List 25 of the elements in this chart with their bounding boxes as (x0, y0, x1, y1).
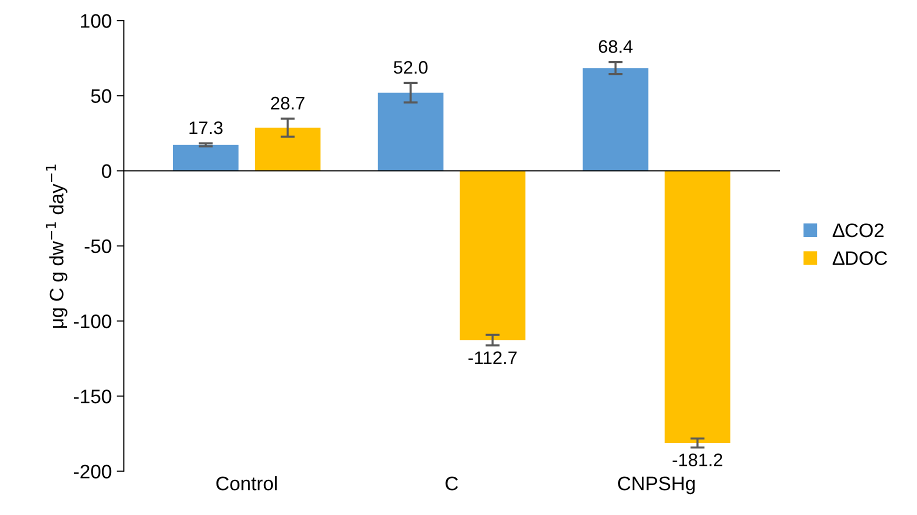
y-tick-label: 50 (91, 89, 112, 103)
y-tick-label: 0 (102, 164, 112, 178)
x-tick-label: C (446, 476, 458, 490)
data-label: -112.7 (468, 351, 517, 364)
data-label: 68.4 (598, 40, 633, 53)
x-tick-label: CNPSHg (618, 476, 695, 494)
bar (664, 170, 730, 443)
y-tick-label: -50 (84, 239, 112, 254)
data-label: 17.3 (190, 121, 223, 134)
data-label: -181.2 (672, 454, 722, 466)
bar (582, 68, 648, 171)
data-label: 28.7 (271, 96, 304, 110)
y-axis-title: μg C g dw$^{−1}$ day$^{−1}$ (46, 164, 68, 328)
data-label: 52.0 (394, 61, 428, 74)
x-tick-label: Control (216, 476, 277, 490)
y-tick-label: 100 (81, 14, 112, 28)
y-tick-label: -150 (74, 390, 112, 404)
bar (172, 144, 239, 171)
bar (378, 92, 444, 171)
legend-label: ∆CO2 (832, 223, 884, 238)
bar (460, 170, 526, 340)
legend-label: ∆DOC (832, 251, 888, 266)
y-tick-label: -100 (74, 314, 112, 328)
y-tick-label: -200 (74, 464, 112, 478)
bar (254, 128, 320, 171)
